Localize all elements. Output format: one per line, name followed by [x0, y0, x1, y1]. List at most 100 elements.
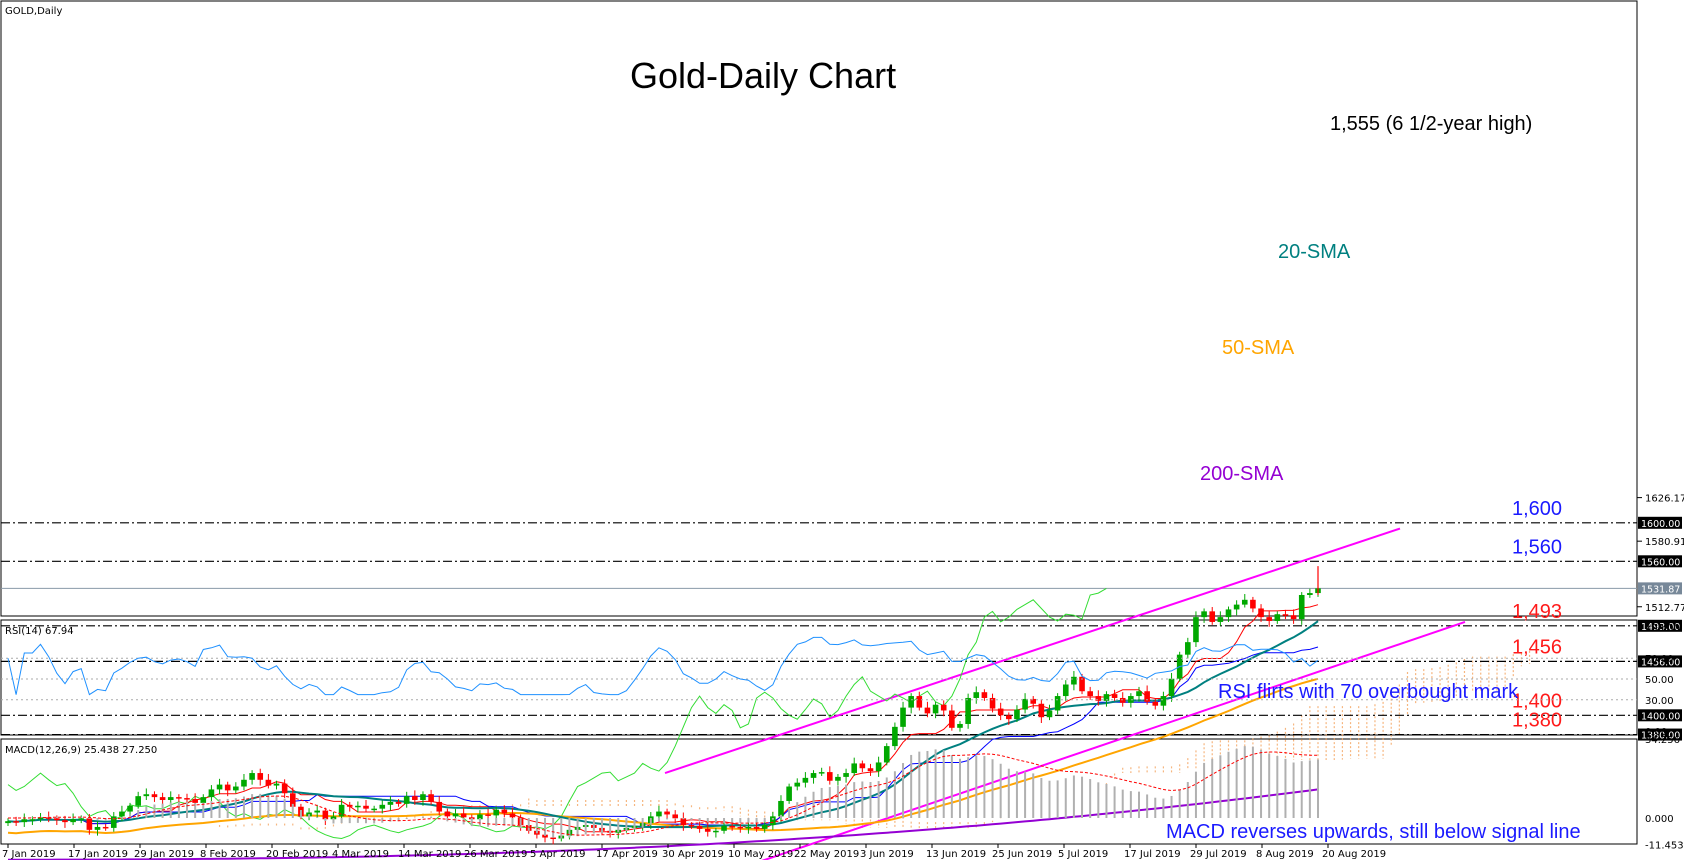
- candle-body: [924, 707, 931, 714]
- x-tick-label: 4 Mar 2019: [332, 849, 389, 860]
- candle-body: [477, 814, 483, 820]
- level-label: 1,400: [1512, 690, 1562, 712]
- candle-body: [1201, 611, 1207, 618]
- macd-panel-frame: [0, 738, 1638, 845]
- candle-body: [989, 697, 996, 709]
- candle-body: [1095, 696, 1102, 701]
- rsi-tick-label: 100.00: [1645, 623, 1680, 634]
- main-panel-frame: [0, 0, 1638, 617]
- candle-body: [338, 804, 345, 817]
- candle-body: [1014, 709, 1020, 720]
- x-tick-label: 29 Jul 2019: [1190, 849, 1247, 860]
- level-axis-box: [1638, 516, 1682, 529]
- macd-tick-label: 34.256: [1645, 735, 1680, 746]
- x-tick-label: 17 Apr 2019: [596, 849, 658, 860]
- rsi-tick-label: 70.00: [1645, 654, 1674, 665]
- candle-body: [883, 746, 890, 763]
- candle-body: [550, 837, 556, 840]
- y-tick-label: 1626.17: [1645, 494, 1684, 505]
- current-price-box: [1638, 582, 1682, 595]
- candle-body: [810, 773, 817, 778]
- candle-body: [412, 796, 418, 800]
- candle-body: [1103, 694, 1110, 701]
- candle-body: [273, 783, 280, 786]
- ascending-channel: [664, 527, 1466, 860]
- candle-body: [1193, 617, 1199, 643]
- candle-body: [778, 800, 784, 817]
- candle-body: [233, 786, 239, 791]
- x-tick-label: 5 Apr 2019: [530, 849, 585, 860]
- candle-body: [859, 763, 866, 769]
- candle-body: [127, 805, 133, 812]
- candle-body: [729, 825, 735, 828]
- level-axis-label: 1380.00: [1641, 731, 1680, 742]
- level-axis-box: [1638, 555, 1682, 568]
- macd-label: MACD(12,26,9) 25.438 27.250: [5, 745, 157, 756]
- high-annotation: 1,555 (6 1/2-year high): [1330, 113, 1532, 135]
- candle-body: [1209, 611, 1216, 622]
- candle-body: [843, 773, 849, 777]
- candle-body: [265, 779, 272, 786]
- candle-body: [1136, 691, 1142, 697]
- chikou-span: [7, 587, 1107, 840]
- candle-body: [957, 723, 963, 728]
- chart-title: Gold-Daily Chart: [630, 55, 896, 96]
- candle-body: [379, 804, 386, 809]
- candle-body: [371, 808, 377, 811]
- channel-lower: [761, 620, 1466, 860]
- candle-body: [363, 805, 369, 809]
- candle-body: [192, 799, 198, 803]
- candle-body: [1298, 594, 1305, 620]
- candle-body: [867, 768, 874, 772]
- rsi-tick-label: 0.00: [1645, 727, 1667, 738]
- x-tick-label: 20 Aug 2019: [1322, 849, 1386, 860]
- candle-body: [696, 825, 703, 829]
- level-label: 1,456: [1512, 636, 1562, 658]
- x-tick-label: 13 Jun 2019: [926, 849, 986, 860]
- x-tick-label: 8 Feb 2019: [200, 849, 256, 860]
- candle-body: [737, 826, 744, 829]
- candle-body: [151, 794, 158, 798]
- macd-histogram: 34.256 0.000 -11.453: [8, 735, 1684, 851]
- candle-body: [542, 834, 548, 838]
- x-tick-label: 7 Jan 2019: [2, 849, 56, 860]
- candle-body: [1152, 701, 1159, 706]
- candle-body: [908, 696, 914, 708]
- candle-body: [1111, 694, 1118, 698]
- candle-body: [78, 818, 85, 820]
- rsi-line: 100.00 70.00 50.00 30.00 0.00: [1, 623, 1680, 738]
- current-price-label: 1531.87: [1641, 584, 1680, 595]
- candle-body: [1087, 691, 1093, 697]
- candle-body: [509, 813, 516, 818]
- candle-body: [355, 805, 361, 808]
- candle-body: [420, 794, 426, 800]
- sma50-line: [7, 677, 1319, 835]
- candle-body: [167, 797, 174, 800]
- candle-body: [932, 704, 939, 714]
- candle-body: [704, 828, 711, 832]
- level-axis-label: 1456.00: [1641, 657, 1680, 668]
- candle-body: [159, 797, 166, 800]
- candle-body: [21, 819, 28, 823]
- candle-body: [208, 789, 215, 798]
- candle-body: [875, 762, 882, 772]
- candle-body: [1282, 614, 1289, 616]
- candle-body: [62, 820, 68, 823]
- level-axis-box: [1638, 709, 1682, 722]
- candle-body: [135, 796, 141, 806]
- candle-body: [818, 772, 825, 774]
- rsi-annotation: RSI flirts with 70 overbought mark: [1218, 681, 1519, 703]
- candle-body: [436, 801, 443, 812]
- candle-body: [688, 825, 695, 827]
- rsi-tick-label: 50.00: [1645, 675, 1674, 686]
- candle-body: [493, 809, 499, 816]
- x-tick-label: 29 Jan 2019: [134, 849, 194, 860]
- candle-body: [1006, 715, 1012, 720]
- candle-body: [1233, 604, 1240, 610]
- candle-body: [387, 801, 394, 805]
- candle-body: [1217, 617, 1224, 622]
- candle-body: [452, 813, 459, 817]
- indicator-lines: [7, 587, 1319, 860]
- candle-body: [281, 783, 288, 794]
